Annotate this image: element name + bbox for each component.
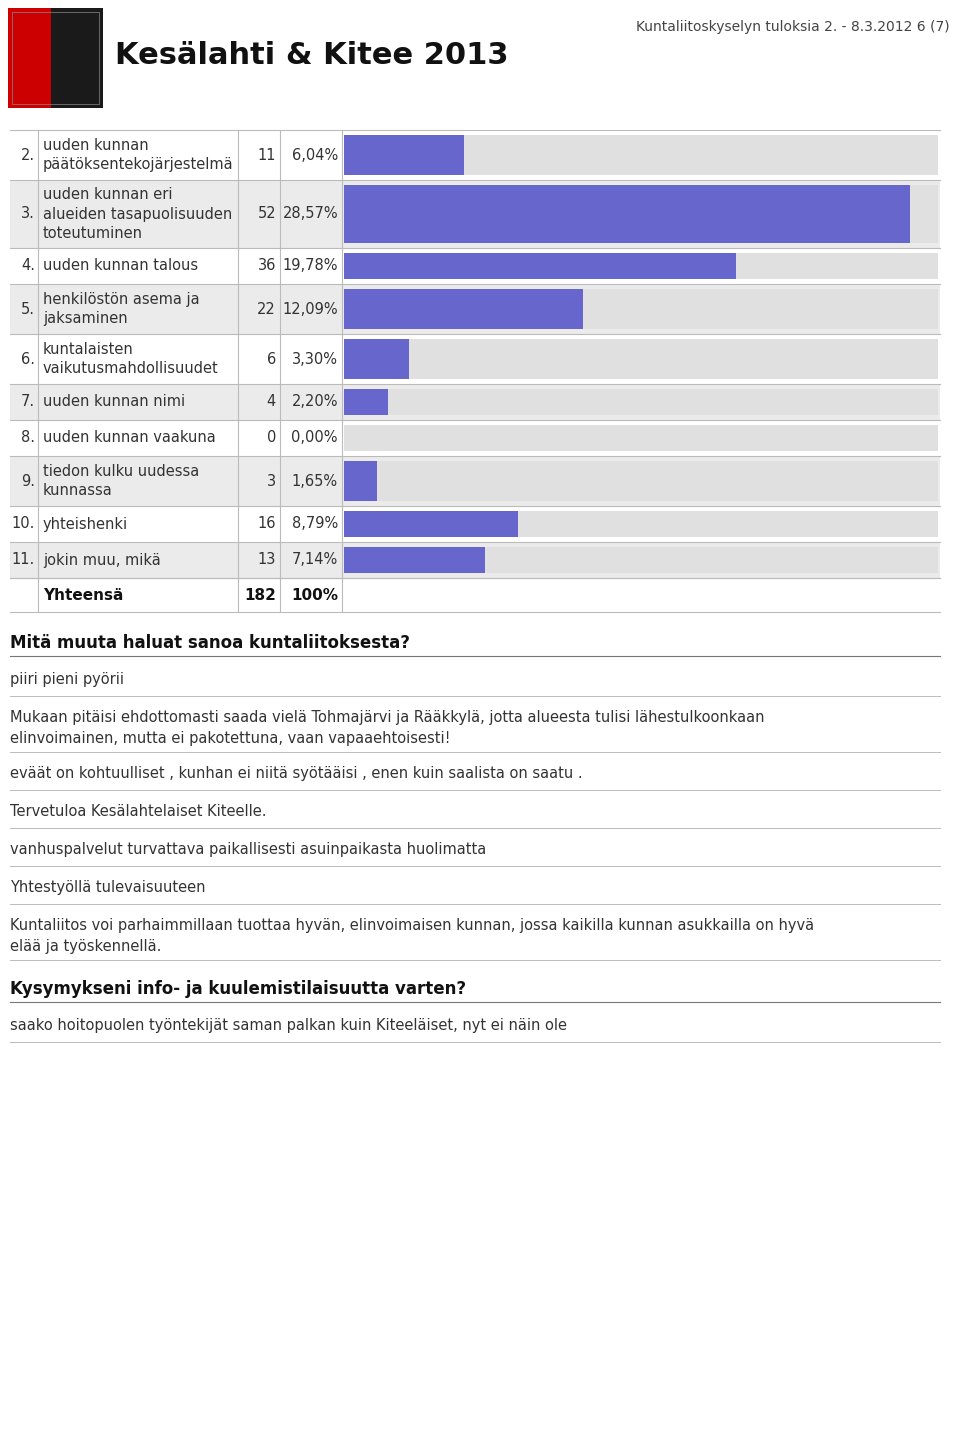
Text: Yhteensä: Yhteensä — [43, 587, 124, 603]
Text: uuden kunnan nimi: uuden kunnan nimi — [43, 394, 185, 410]
Text: 7,14%: 7,14% — [292, 553, 338, 567]
Text: Mukaan pitäisi ehdottomasti saada vielä Tohmajärvi ja Rääkkylä, jotta alueesta t: Mukaan pitäisi ehdottomasti saada vielä … — [10, 710, 764, 746]
Bar — [10, 248, 940, 284]
Bar — [344, 289, 584, 329]
Text: yhteishenki: yhteishenki — [43, 517, 128, 531]
Text: 6.: 6. — [21, 351, 35, 367]
Text: 19,78%: 19,78% — [282, 259, 338, 274]
Bar — [10, 420, 940, 455]
Bar — [344, 425, 938, 451]
Bar — [344, 390, 388, 415]
Bar — [344, 135, 938, 175]
Text: 182: 182 — [244, 587, 276, 603]
Text: 3.: 3. — [21, 206, 35, 222]
Bar — [344, 547, 486, 573]
Text: 100%: 100% — [291, 587, 338, 603]
Bar — [344, 185, 910, 243]
Text: 3,30%: 3,30% — [292, 351, 338, 367]
Text: 5.: 5. — [21, 302, 35, 316]
Bar — [344, 390, 938, 415]
Bar — [8, 9, 103, 107]
Text: 9.: 9. — [21, 474, 35, 488]
Text: Kesälahti & Kitee 2013: Kesälahti & Kitee 2013 — [115, 40, 509, 70]
Bar — [8, 9, 51, 107]
Text: Kysymykseni info- ja kuulemistilaisuutta varten?: Kysymykseni info- ja kuulemistilaisuutta… — [10, 979, 467, 998]
Text: 3: 3 — [267, 474, 276, 488]
Text: 6: 6 — [267, 351, 276, 367]
Text: 52: 52 — [257, 206, 276, 222]
Text: uuden kunnan eri
alueiden tasapuolisuuden
toteutuminen: uuden kunnan eri alueiden tasapuolisuude… — [43, 186, 232, 242]
Text: 0: 0 — [267, 431, 276, 445]
Text: Kuntaliitos voi parhaimmillaan tuottaa hyvän, elinvoimaisen kunnan, jossa kaikil: Kuntaliitos voi parhaimmillaan tuottaa h… — [10, 918, 814, 954]
Bar — [10, 334, 940, 384]
Bar — [344, 253, 735, 279]
Text: tiedon kulku uudessa
kunnassa: tiedon kulku uudessa kunnassa — [43, 464, 200, 498]
Text: uuden kunnan vaakuna: uuden kunnan vaakuna — [43, 431, 216, 445]
Text: kuntalaisten
vaikutusmahdollisuudet: kuntalaisten vaikutusmahdollisuudet — [43, 342, 219, 377]
Bar — [10, 455, 940, 505]
Text: 13: 13 — [257, 553, 276, 567]
Bar — [344, 511, 938, 537]
Text: 36: 36 — [257, 259, 276, 274]
Text: 10.: 10. — [12, 517, 35, 531]
Text: 8,79%: 8,79% — [292, 517, 338, 531]
Text: 6,04%: 6,04% — [292, 147, 338, 162]
Text: jokin muu, mikä: jokin muu, mikä — [43, 553, 160, 567]
Text: 11.: 11. — [12, 553, 35, 567]
Text: Mitä muuta haluat sanoa kuntaliitoksesta?: Mitä muuta haluat sanoa kuntaliitoksesta… — [10, 634, 410, 652]
Text: eväät on kohtuulliset , kunhan ei niitä syötääisi , enen kuin saalista on saatu : eväät on kohtuulliset , kunhan ei niitä … — [10, 766, 583, 780]
Bar — [12, 11, 99, 105]
Text: 7.: 7. — [21, 394, 35, 410]
Text: vanhuspalvelut turvattava paikallisesti asuinpaikasta huolimatta: vanhuspalvelut turvattava paikallisesti … — [10, 842, 487, 856]
Text: Tervetuloa Kesälahtelaiset Kiteelle.: Tervetuloa Kesälahtelaiset Kiteelle. — [10, 803, 267, 819]
Bar — [344, 185, 938, 243]
Bar — [344, 289, 938, 329]
Text: 12,09%: 12,09% — [282, 302, 338, 316]
Bar — [344, 135, 464, 175]
Text: 16: 16 — [257, 517, 276, 531]
Bar — [344, 339, 409, 379]
Text: 2.: 2. — [21, 147, 35, 162]
Bar — [344, 461, 938, 501]
Text: Yhtestyöllä tulevaisuuteen: Yhtestyöllä tulevaisuuteen — [10, 881, 205, 895]
Bar — [344, 461, 376, 501]
Bar — [344, 547, 938, 573]
Text: 4.: 4. — [21, 259, 35, 274]
Text: 22: 22 — [257, 302, 276, 316]
Text: 4: 4 — [267, 394, 276, 410]
Bar — [344, 339, 938, 379]
Text: 2,20%: 2,20% — [292, 394, 338, 410]
Bar — [10, 284, 940, 334]
Text: 0,00%: 0,00% — [292, 431, 338, 445]
Bar — [10, 130, 940, 180]
Text: Kuntaliitoskyselyn tuloksia 2. - 8.3.2012 6 (7): Kuntaliitoskyselyn tuloksia 2. - 8.3.201… — [636, 20, 950, 34]
Text: piiri pieni pyörii: piiri pieni pyörii — [10, 672, 124, 687]
Bar — [344, 253, 938, 279]
Bar — [10, 505, 940, 541]
Bar — [10, 384, 940, 420]
Bar — [344, 511, 518, 537]
Bar — [10, 579, 940, 611]
Bar — [10, 180, 940, 248]
Text: uuden kunnan talous: uuden kunnan talous — [43, 259, 198, 274]
Text: 8.: 8. — [21, 431, 35, 445]
Text: uuden kunnan
päätöksentekojärjestelmä: uuden kunnan päätöksentekojärjestelmä — [43, 137, 233, 172]
Text: 28,57%: 28,57% — [282, 206, 338, 222]
Text: 1,65%: 1,65% — [292, 474, 338, 488]
Bar — [10, 541, 940, 579]
Text: henkilöstön asema ja
jaksaminen: henkilöstön asema ja jaksaminen — [43, 292, 200, 326]
Text: saako hoitopuolen työntekijät saman palkan kuin Kiteeläiset, nyt ei näin ole: saako hoitopuolen työntekijät saman palk… — [10, 1018, 567, 1032]
Text: 11: 11 — [257, 147, 276, 162]
